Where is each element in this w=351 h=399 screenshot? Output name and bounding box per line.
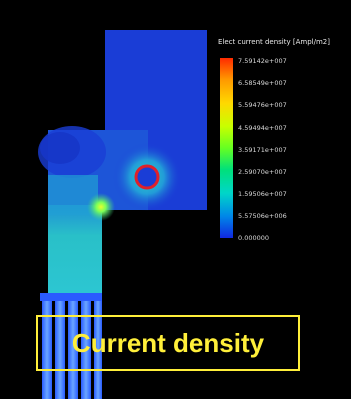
legend-title: Elect current density [Ampl/m2] xyxy=(218,38,330,46)
connector-pins xyxy=(40,293,102,399)
legend-label: 7.59142e+007 xyxy=(238,57,287,65)
legend-label: 3.59171e+007 xyxy=(238,146,287,154)
legend-label: 1.59506e+007 xyxy=(238,190,287,198)
legend-color-bar xyxy=(220,58,233,238)
caption-label: Current density xyxy=(36,315,300,371)
legend-label: 4.59494e+007 xyxy=(238,124,287,132)
contact-ring xyxy=(134,164,160,190)
legend-label: 2.59070e+007 xyxy=(238,168,287,176)
legend-label: 6.58549e+007 xyxy=(238,79,287,87)
legend-label: 5.57506e+006 xyxy=(238,212,287,220)
legend-label: 5.59476e+007 xyxy=(238,101,287,109)
legend-label: 0.000000 xyxy=(238,234,270,242)
stem xyxy=(48,205,102,293)
corner-hot-spot xyxy=(87,193,115,221)
